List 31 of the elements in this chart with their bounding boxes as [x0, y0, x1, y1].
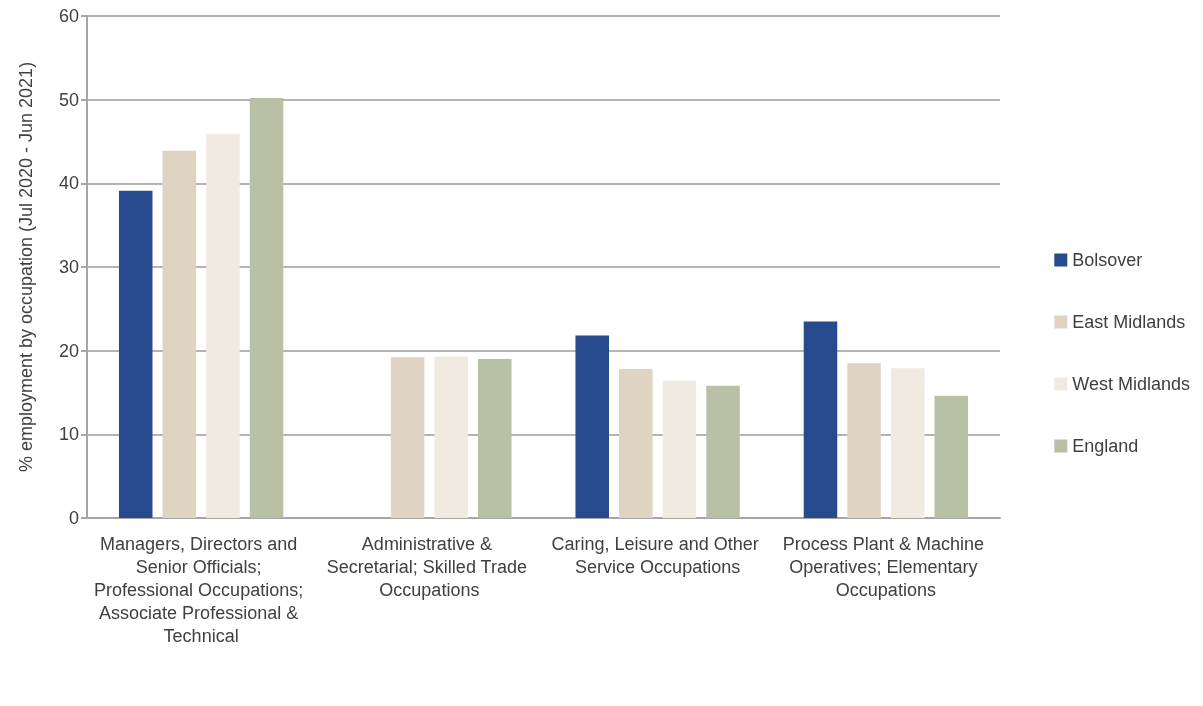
legend-label: England — [1072, 436, 1139, 456]
y-tick-label: 10 — [58, 424, 79, 445]
y-tick-label: 50 — [58, 89, 79, 110]
y-axis-title: % employment by occupation (Jul 2020 - Jun 2021) — [16, 61, 36, 473]
bar — [575, 335, 609, 518]
bar — [934, 395, 969, 518]
legend-label: East Midlands — [1072, 312, 1186, 332]
y-tick-label: 60 — [58, 6, 79, 26]
x-tick-label: Managers, Directors and Senior Officials; Professional Occupations; Associate Professional & Technical — [94, 533, 309, 646]
bar — [249, 97, 284, 518]
bar — [803, 321, 838, 518]
bar — [706, 385, 740, 518]
legend-label: Bolsover — [1072, 250, 1143, 270]
bar — [890, 368, 925, 518]
bar — [619, 369, 653, 518]
bar — [118, 190, 153, 518]
bar — [390, 357, 425, 518]
bar — [206, 133, 240, 518]
bar — [847, 363, 881, 518]
bar — [162, 150, 197, 518]
legend-label: West Midlands — [1072, 374, 1191, 394]
bar — [478, 359, 512, 518]
x-tick-label: Administrative & Secretarial; Skilled Trade Occupations — [326, 533, 532, 600]
y-tick-label: 20 — [58, 340, 79, 361]
bar — [662, 380, 697, 518]
bar — [434, 356, 468, 518]
x-tick-label: Process Plant & Machine Operatives; Elementary Occupations — [782, 533, 989, 600]
y-tick-label: 30 — [58, 257, 79, 277]
y-tick-label: 40 — [58, 173, 79, 194]
x-tick-label: Caring, Leisure and Other Service Occupations — [551, 533, 764, 577]
y-tick-label: 0 — [68, 508, 79, 528]
